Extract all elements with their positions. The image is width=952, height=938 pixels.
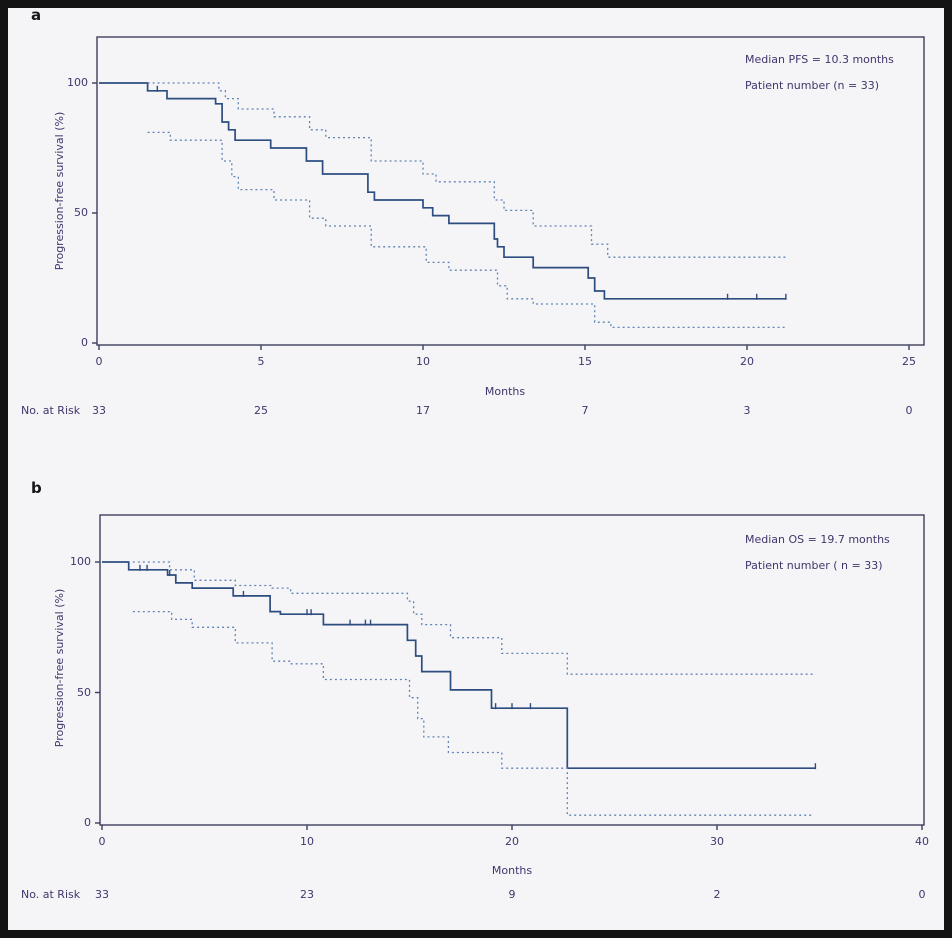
panel-a-at-risk-label: No. at Risk — [21, 404, 81, 417]
panel-a-ci-curve — [147, 131, 786, 329]
panel-b-km-curve — [102, 561, 816, 770]
panel-b-y-tick-label: 100 — [70, 555, 91, 568]
panel-a-x-tick-label: 15 — [578, 355, 592, 368]
panel-b-legend: Median OS = 19.7 months Patient number (… — [745, 527, 890, 579]
panel-a-x-tick-label: 25 — [902, 355, 916, 368]
panel-b-patient-number-annotation: Patient number ( n = 33) — [745, 559, 883, 572]
panel-b-label: b — [31, 479, 42, 497]
panel-a-ci-curve — [147, 82, 786, 258]
panel-b-ci-curve — [132, 610, 814, 816]
panel-b-x-tick-label: 20 — [505, 835, 519, 848]
panel-b-at-risk-value: 0 — [918, 888, 926, 901]
panel-b-at-risk-value: 23 — [300, 888, 314, 901]
panel-a-at-risk-value: 25 — [254, 404, 268, 417]
panel-a-km-curve — [99, 82, 786, 300]
panel-b-at-risk-value: 9 — [508, 888, 516, 901]
panel-b-median-annotation: Median OS = 19.7 months — [745, 533, 890, 546]
panel-b-at-risk-value: 2 — [713, 888, 721, 901]
panel-a-x-tick-label: 5 — [257, 355, 265, 368]
panel-b-ci-curve — [132, 561, 814, 675]
panel-a-at-risk-value: 3 — [743, 404, 751, 417]
panel-a-at-risk-value: 0 — [905, 404, 913, 417]
panel-a-median-annotation: Median PFS = 10.3 months — [745, 53, 894, 66]
panel-a-at-risk-value: 7 — [581, 404, 589, 417]
panel-a-plot-box — [96, 36, 925, 346]
panel-a-label: a — [31, 6, 42, 24]
panel-a-y-tick-label: 50 — [74, 206, 88, 219]
panel-a-x-tick-label: 0 — [95, 355, 103, 368]
panel-b-y-tick-label: 50 — [77, 685, 91, 699]
panel-b-at-risk-label: No. at Risk — [21, 888, 81, 901]
panel-a-x-tick-label: 20 — [740, 355, 754, 368]
panel-a-legend: Median PFS = 10.3 months Patient number … — [745, 47, 894, 99]
panel-a-y-tick-label: 0 — [81, 336, 88, 349]
panel-b-x-tick-label: 10 — [300, 835, 314, 848]
panel-b-x-tick-label: 40 — [915, 835, 929, 848]
panel-a-y-axis-label: Progression-free survival (%) — [53, 111, 66, 271]
panel-a-patient-number-annotation: Patient number (n = 33) — [745, 79, 879, 92]
panel-b-x-tick-label: 0 — [98, 835, 106, 848]
panel-b-y-tick-label: 0 — [84, 816, 91, 829]
panel-b-y-axis-label: Progression-free survival (%) — [53, 588, 66, 748]
panel-a-x-tick-label: 10 — [416, 355, 430, 368]
panel-b-x-tick-label: 30 — [710, 835, 724, 848]
panel-a-x-axis-label: Months — [484, 385, 526, 398]
panel-a-at-risk-value: 17 — [416, 404, 430, 417]
panel-b-at-risk-value: 33 — [95, 888, 109, 901]
panel-b-x-axis-label: Months — [491, 864, 533, 877]
panel-a-y-tick-label: 100 — [67, 76, 88, 89]
panel-a-at-risk-value: 33 — [92, 404, 106, 417]
